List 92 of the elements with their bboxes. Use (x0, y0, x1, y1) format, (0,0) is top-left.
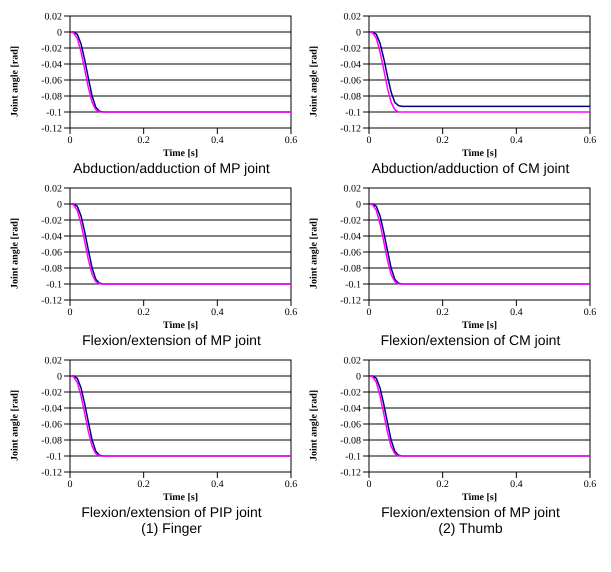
y-axis-title: Joint angle [rad] (10, 218, 21, 289)
x-tick-label: 0.2 (436, 479, 449, 490)
y-tick-label: -0.08 (41, 264, 62, 275)
text: Flexion/extension of MP joint (81, 332, 262, 348)
x-tick-label: 0.6 (284, 135, 298, 146)
x-tick-label: 0.4 (510, 307, 523, 318)
text: Flexion/extension of PIP joint (80, 504, 263, 520)
y-tick-label: -0.02 (340, 216, 361, 227)
y-axis-title: Joint angle [rad] (308, 46, 320, 117)
x-axis-title: Time [s] (462, 320, 498, 331)
y-tick-label: -0.04 (41, 232, 62, 243)
x-tick-label: 0 (366, 479, 372, 490)
y-axis-title: Joint angle [rad] (10, 390, 21, 461)
y-tick-label: -0.08 (41, 436, 62, 447)
x-axis-title: Time [s] (162, 492, 198, 503)
text: (1) Finger (140, 520, 203, 536)
x-tick-label: 0.6 (284, 479, 298, 490)
y-tick-label: -0.1 (46, 280, 62, 291)
x-tick-label: 0.4 (510, 135, 523, 146)
x-tick-label: 0.2 (137, 479, 150, 490)
y-tick-label: -0.06 (41, 420, 62, 431)
y-tick-label: -0.04 (41, 404, 62, 415)
y-tick-label: -0.04 (340, 60, 361, 71)
y-tick-label: 0 (57, 28, 62, 39)
text: Flexion/extension of CM joint (380, 332, 562, 348)
y-tick-label: -0.08 (340, 436, 361, 447)
x-axis-title: Time [s] (162, 320, 198, 331)
y-tick-label: 0 (57, 200, 62, 211)
x-tick-label: 0.6 (284, 307, 298, 318)
x-tick-label: 0.4 (211, 307, 224, 318)
x-tick-label: 0 (366, 307, 372, 318)
y-tick-label: -0.08 (340, 264, 361, 275)
y-tick-label: -0.12 (340, 124, 361, 135)
y-tick-label: -0.02 (340, 44, 361, 55)
y-tick-label: -0.06 (340, 248, 361, 259)
x-tick-label: 0.6 (584, 135, 596, 146)
x-tick-label: 0.2 (436, 307, 449, 318)
y-tick-label: -0.12 (41, 124, 62, 135)
y-tick-label: -0.02 (41, 44, 62, 55)
y-tick-label: -0.04 (41, 60, 62, 71)
y-tick-label: -0.08 (340, 92, 361, 103)
y-tick-label: 0.02 (344, 356, 361, 367)
y-tick-label: -0.04 (340, 404, 361, 415)
y-tick-label: 0 (57, 372, 62, 383)
x-tick-label: 0 (366, 135, 372, 146)
y-tick-label: -0.12 (340, 296, 361, 307)
x-tick-label: 0.6 (584, 307, 596, 318)
y-tick-label: 0 (356, 200, 361, 211)
y-axis-title: Joint angle [rad] (308, 218, 320, 289)
x-tick-label: 0.2 (436, 135, 449, 146)
y-tick-label: -0.1 (46, 452, 62, 463)
y-tick-label: -0.12 (41, 296, 62, 307)
x-tick-label: 0.2 (137, 135, 150, 146)
y-tick-label: 0.02 (44, 184, 62, 195)
x-axis-title: Time [s] (162, 148, 198, 159)
y-tick-label: -0.1 (345, 452, 361, 463)
y-tick-label: 0.02 (344, 184, 361, 195)
x-tick-label: 0.6 (584, 479, 596, 490)
y-tick-label: -0.06 (340, 76, 361, 87)
x-axis-title: Time [s] (462, 148, 498, 159)
x-tick-label: 0 (68, 479, 72, 490)
y-tick-label: 0 (356, 28, 361, 39)
y-axis-title: Joint angle [rad] (308, 390, 320, 461)
x-tick-label: 0 (68, 135, 72, 146)
x-tick-label: 0.2 (137, 307, 150, 318)
text: (2) Thumb (437, 520, 504, 536)
text: Abduction/adduction of CM joint (370, 160, 570, 176)
x-axis-title: Time [s] (462, 492, 498, 503)
y-tick-label: -0.1 (46, 108, 62, 119)
y-tick-label: -0.02 (340, 388, 361, 399)
y-tick-label: 0.02 (44, 12, 62, 23)
y-tick-label: -0.02 (41, 388, 62, 399)
y-tick-label: -0.08 (41, 92, 62, 103)
y-tick-label: 0.02 (44, 356, 62, 367)
y-tick-label: -0.1 (345, 280, 361, 291)
text: Abduction/adduction of MP joint (72, 160, 271, 176)
y-tick-label: -0.04 (340, 232, 361, 243)
text: Flexion/extension of MP joint (380, 504, 561, 520)
y-tick-label: 0 (356, 372, 361, 383)
y-tick-label: -0.12 (340, 468, 361, 479)
y-tick-label: 0.02 (344, 12, 361, 23)
y-tick-label: -0.06 (41, 76, 62, 87)
y-axis-title: Joint angle [rad] (10, 46, 21, 117)
x-tick-label: 0 (68, 307, 72, 318)
x-tick-label: 0.4 (211, 479, 224, 490)
y-tick-label: -0.02 (41, 216, 62, 227)
x-tick-label: 0.4 (211, 135, 224, 146)
y-tick-label: -0.1 (345, 108, 361, 119)
y-tick-label: -0.06 (41, 248, 62, 259)
y-tick-label: -0.06 (340, 420, 361, 431)
x-tick-label: 0.4 (510, 479, 523, 490)
y-tick-label: -0.12 (41, 468, 62, 479)
